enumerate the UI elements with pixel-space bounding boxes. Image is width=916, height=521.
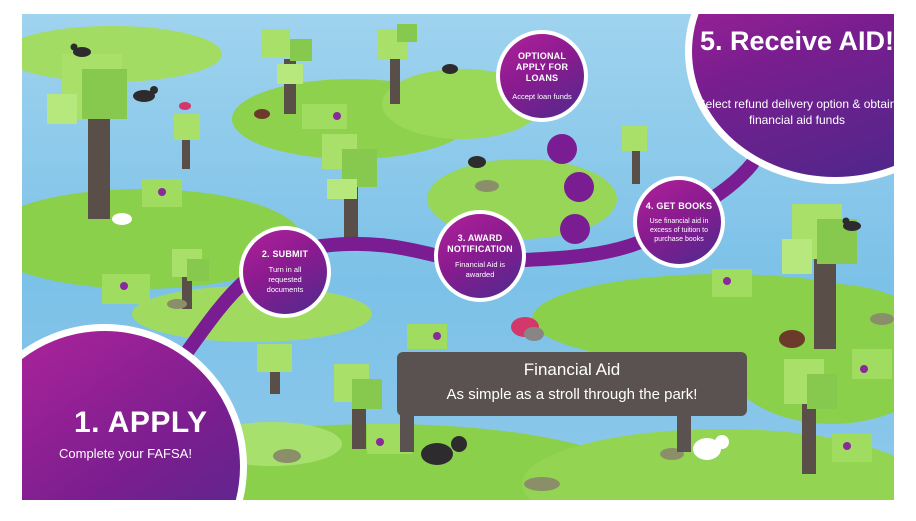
squirrel [442, 64, 458, 74]
red-bird [179, 102, 191, 110]
trees [47, 24, 857, 474]
tree-small-left [174, 114, 200, 169]
step-1-title: 1. APPLY [74, 406, 208, 439]
tree-bottom-mid [334, 364, 382, 449]
squirrel [468, 156, 486, 168]
animals [70, 43, 861, 465]
tree-right-large [782, 204, 857, 349]
step-1-apply: 1. APPLY Complete your FAFSA! [22, 324, 247, 500]
crow [133, 86, 158, 102]
step-5-title: 5. Receive AID! [699, 26, 894, 56]
tree-right-small [622, 126, 647, 184]
tree-left-mid [172, 249, 209, 309]
rocks [167, 180, 894, 491]
squirrel-white-large [693, 435, 729, 460]
financial-aid-sign: Financial Aid As simple as a stroll thro… [397, 352, 747, 416]
step-2-desc: Turn in all requested documents [266, 265, 304, 294]
crow [842, 217, 861, 231]
squirrel-white [112, 213, 132, 225]
red-bird-large [511, 317, 544, 341]
squirrel [254, 109, 270, 119]
tree-bottom-left [257, 344, 292, 394]
sign-subtitle: As simple as a stroll through the park! [446, 386, 698, 403]
step-optional-desc: Accept loan funds [512, 91, 572, 101]
crow [70, 43, 91, 57]
tree-center [322, 134, 377, 239]
step-2-title: 2. SUBMIT [261, 249, 309, 259]
step-optional-title: OPTIONAL APPLY FOR LOANS [515, 50, 569, 83]
step-2-submit: 2. SUBMIT Turn in all requested document… [239, 226, 331, 318]
step-5-desc: Select refund delivery option & obtain f… [697, 97, 894, 127]
park-scene: Financial Aid As simple as a stroll thro… [22, 14, 894, 500]
loan-dots [547, 134, 594, 244]
step-3-award: 3. AWARD NOTIFICATION Financial Aid is a… [434, 210, 526, 302]
step-4-books: 4. GET BOOKS Use financial aid in excess… [633, 176, 725, 268]
tree-top-mid [377, 24, 417, 104]
step-optional-loans: OPTIONAL APPLY FOR LOANS Accept loan fun… [496, 30, 588, 122]
step-3-title: 3. AWARD NOTIFICATION [447, 232, 513, 254]
tree-top-left [262, 29, 312, 114]
tree-large-left [47, 54, 127, 219]
sign-title: Financial Aid [523, 360, 621, 379]
squirrel-dark [421, 436, 467, 465]
squirrel-brown [779, 330, 805, 348]
step-1-desc: Complete your FAFSA! [59, 446, 192, 461]
step-3-desc: Financial Aid is awarded [454, 259, 506, 279]
step-4-desc: Use financial aid in excess of tuition t… [649, 217, 709, 243]
tree-bottom-right [784, 359, 837, 474]
step-4-title: 4. GET BOOKS [645, 200, 713, 211]
